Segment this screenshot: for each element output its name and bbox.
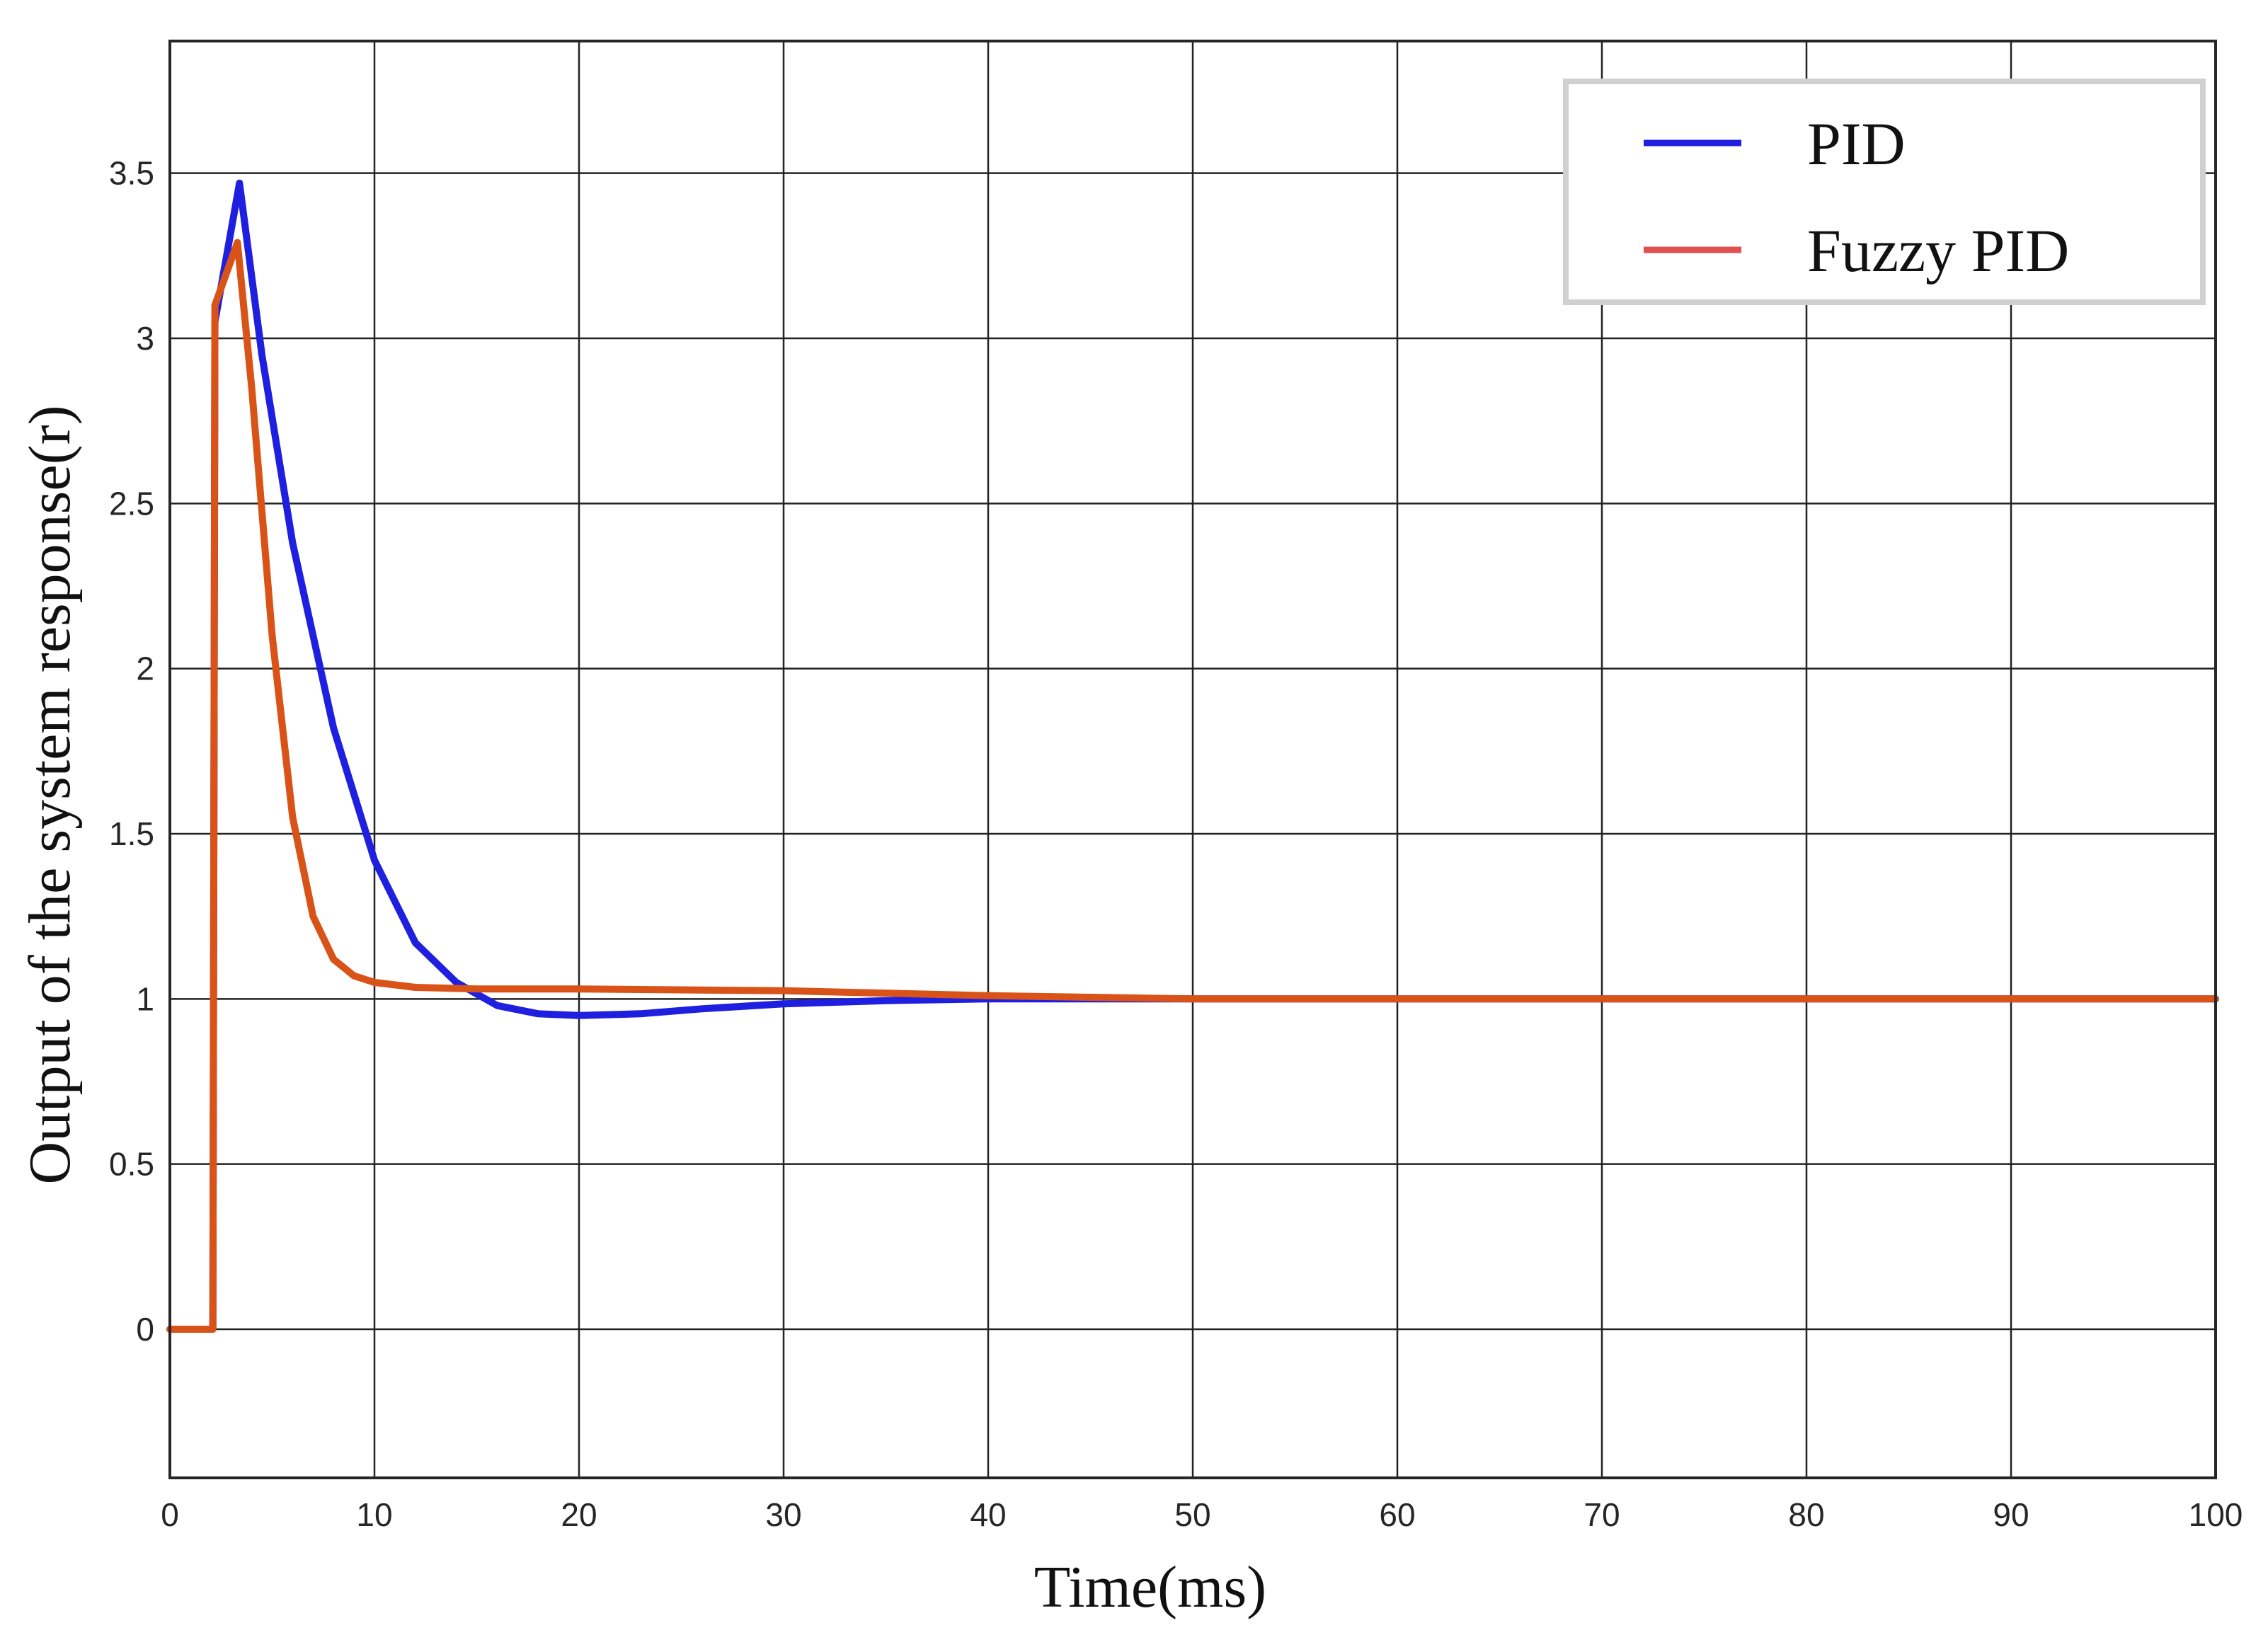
x-tick-label: 90 [1993,1496,2029,1533]
series-line-pid [166,179,2219,1333]
y-tick-label: 2.5 [109,485,154,522]
y-tick-label: 1.5 [109,815,154,852]
y-tick-label: 0.5 [109,1146,154,1183]
legend-label-fuzzy-pid: Fuzzy PID [1807,217,2069,285]
legend-box [1563,79,2206,305]
x-tick-label: 80 [1788,1496,1824,1533]
x-tick-label: 60 [1379,1496,1415,1533]
y-tick-label: 3.5 [109,155,154,192]
y-tick-label: 0 [136,1311,154,1348]
legend-label-pid: PID [1807,110,1906,178]
x-tick-label: 30 [765,1496,801,1533]
x-tick-label: 20 [561,1496,597,1533]
y-axis-title: Output of the system response(r) [17,405,83,1184]
y-tick-label: 1 [136,980,154,1017]
series-line-fuzzy-pid [166,239,2219,1333]
series-lines [166,179,2219,1333]
plot-frame [168,40,2217,1479]
x-tick-label: 40 [970,1496,1006,1533]
x-tick-label: 50 [1174,1496,1210,1533]
y-tick-label: 3 [136,320,154,357]
x-tick-label: 100 [2189,1496,2243,1533]
y-tick-label: 2 [136,650,154,687]
x-tick-label: 70 [1583,1496,1620,1533]
legend: PID Fuzzy PID [1563,79,2206,305]
x-axis-title: Time(ms) [1034,1554,1266,1620]
x-tick-label: 0 [161,1496,179,1533]
x-tick-label: 10 [356,1496,392,1533]
tick-labels: 0 10 20 30 40 50 60 70 80 90 100 0 0.5 1 1.5 2 2.5 3 3.5 [109,155,2243,1533]
